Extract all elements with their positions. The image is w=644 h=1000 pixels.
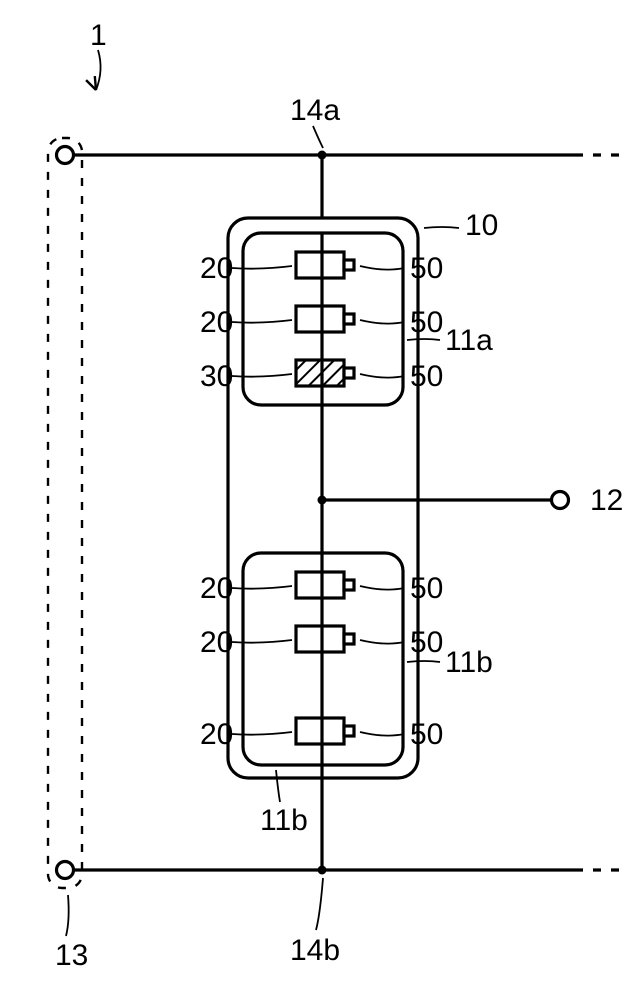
leader-l20_b3 bbox=[232, 732, 292, 735]
label-l13: 13 bbox=[55, 939, 88, 972]
leader-l50_t1 bbox=[360, 266, 404, 270]
leader-l20_t2 bbox=[232, 320, 292, 323]
junction-node bbox=[318, 151, 327, 160]
terminal-left-top bbox=[57, 147, 74, 164]
leader-l50_b1 bbox=[360, 586, 404, 590]
label-l1: 1 bbox=[90, 19, 107, 52]
label-l10: 10 bbox=[465, 209, 498, 242]
label-l50_b2: 50 bbox=[410, 626, 443, 659]
terminal-left-bottom bbox=[57, 862, 74, 879]
junction-node bbox=[318, 866, 327, 875]
arrowhead-1 bbox=[86, 76, 96, 90]
label-l50_t3: 50 bbox=[410, 360, 443, 393]
component-bottom-2-tab bbox=[344, 726, 354, 736]
component-top-1-tab bbox=[344, 314, 354, 324]
leader-l11a bbox=[407, 339, 440, 340]
component-bottom-1-body bbox=[296, 626, 344, 652]
terminal-12 bbox=[552, 492, 569, 509]
leader-l11b_right bbox=[407, 661, 440, 662]
junction-node bbox=[318, 496, 327, 505]
label-l20_b3: 20 bbox=[200, 718, 233, 751]
label-l50_b1: 50 bbox=[410, 572, 443, 605]
leader-l1 bbox=[96, 50, 101, 90]
label-l11b_right: 11b bbox=[445, 646, 493, 679]
leader-l50_b2 bbox=[360, 640, 404, 644]
component-top-1-body bbox=[296, 306, 344, 332]
leader-l14b bbox=[316, 878, 323, 930]
label-l14b: 14b bbox=[290, 934, 340, 967]
diagram-canvas: 1 14a 14b 13 12 10 11a 11b 11b 20 20 30 20 20 20 50 50 50… bbox=[0, 0, 644, 1000]
component-bottom-2-body bbox=[296, 718, 344, 744]
leader-l30 bbox=[232, 374, 292, 377]
leader-l20_t1 bbox=[232, 266, 292, 269]
leader-l50_t3 bbox=[360, 374, 404, 378]
leader-l50_t2 bbox=[360, 320, 404, 324]
label-l11a: 11a bbox=[445, 324, 493, 357]
label-l11b_below: 11b bbox=[260, 804, 308, 837]
label-l50_t1: 50 bbox=[410, 252, 443, 285]
labels-group: 1 14a 14b 13 12 10 11a 11b 11b 20 20 30 20 20 20 50 50 50… bbox=[55, 19, 623, 972]
leader-l20_b1 bbox=[232, 586, 292, 589]
dashed-column-13 bbox=[48, 138, 82, 888]
component-top-2-body bbox=[296, 360, 344, 386]
leader-l10 bbox=[424, 227, 459, 228]
label-l50_b3: 50 bbox=[410, 718, 443, 751]
label-l50_t2: 50 bbox=[410, 306, 443, 339]
component-bottom-1-tab bbox=[344, 634, 354, 644]
leader-l11b_below bbox=[276, 770, 280, 802]
component-bottom-0-tab bbox=[344, 580, 354, 590]
label-l14a: 14a bbox=[290, 94, 340, 127]
component-top-0-body bbox=[296, 252, 344, 278]
leader-l20_b2 bbox=[232, 640, 292, 643]
label-l12: 12 bbox=[590, 484, 623, 517]
component-bottom-0-body bbox=[296, 572, 344, 598]
leader-l13 bbox=[66, 895, 69, 936]
structure-group bbox=[48, 138, 418, 888]
label-l20_t1: 20 bbox=[200, 252, 233, 285]
label-l20_b2: 20 bbox=[200, 626, 233, 659]
label-l30: 30 bbox=[200, 360, 233, 393]
leader-l14a bbox=[313, 126, 323, 148]
component-top-2-tab bbox=[344, 368, 354, 378]
leader-l50_b3 bbox=[360, 732, 404, 736]
label-l20_b1: 20 bbox=[200, 572, 233, 605]
component-top-0-tab bbox=[344, 260, 354, 270]
label-l20_t2: 20 bbox=[200, 306, 233, 339]
